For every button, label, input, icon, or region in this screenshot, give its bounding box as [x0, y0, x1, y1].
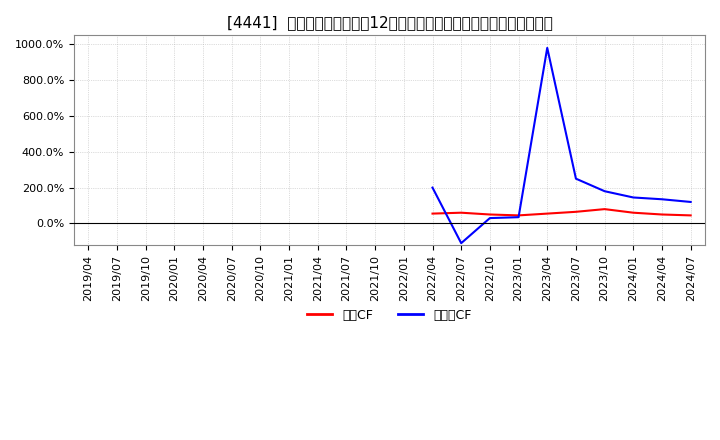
フリーCF — [514, 215, 523, 220]
営業CF — [629, 210, 638, 215]
フリーCF — [572, 176, 580, 181]
Line: 営業CF: 営業CF — [433, 209, 690, 216]
営業CF — [457, 210, 466, 215]
フリーCF — [457, 241, 466, 246]
営業CF — [572, 209, 580, 214]
フリーCF — [428, 185, 437, 190]
Legend: 営業CF, フリーCF: 営業CF, フリーCF — [302, 304, 477, 327]
営業CF — [514, 213, 523, 218]
フリーCF — [600, 189, 609, 194]
フリーCF — [485, 216, 494, 221]
Line: フリーCF: フリーCF — [433, 48, 690, 243]
営業CF — [686, 213, 695, 218]
営業CF — [600, 206, 609, 212]
フリーCF — [629, 195, 638, 200]
フリーCF — [657, 197, 666, 202]
フリーCF — [543, 45, 552, 51]
営業CF — [543, 211, 552, 216]
営業CF — [657, 212, 666, 217]
Title: [4441]  キャッシュフローの12か月移動合計の対前年同期増減率の推移: [4441] キャッシュフローの12か月移動合計の対前年同期増減率の推移 — [227, 15, 552, 30]
営業CF — [428, 211, 437, 216]
営業CF — [485, 212, 494, 217]
フリーCF — [686, 199, 695, 205]
